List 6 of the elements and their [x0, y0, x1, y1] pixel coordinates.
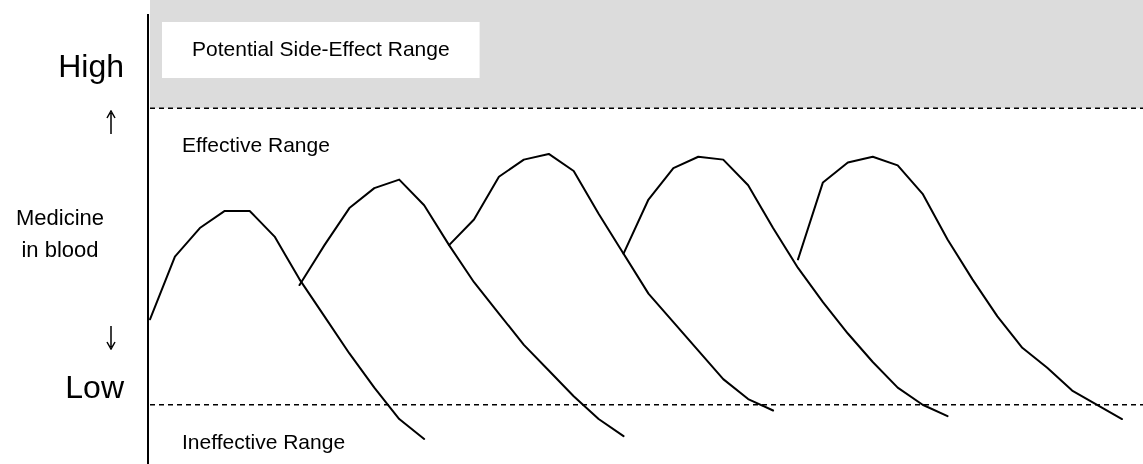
ref-line-label: High — [58, 48, 124, 85]
annotation: Effective Range — [182, 133, 330, 157]
annotation: Ineffective Range — [182, 429, 346, 453]
band-label: Potential Side-Effect Range — [192, 36, 450, 60]
ref-line-label: Low — [65, 368, 125, 405]
y-axis-title: Medicine in blood — [15, 205, 105, 263]
